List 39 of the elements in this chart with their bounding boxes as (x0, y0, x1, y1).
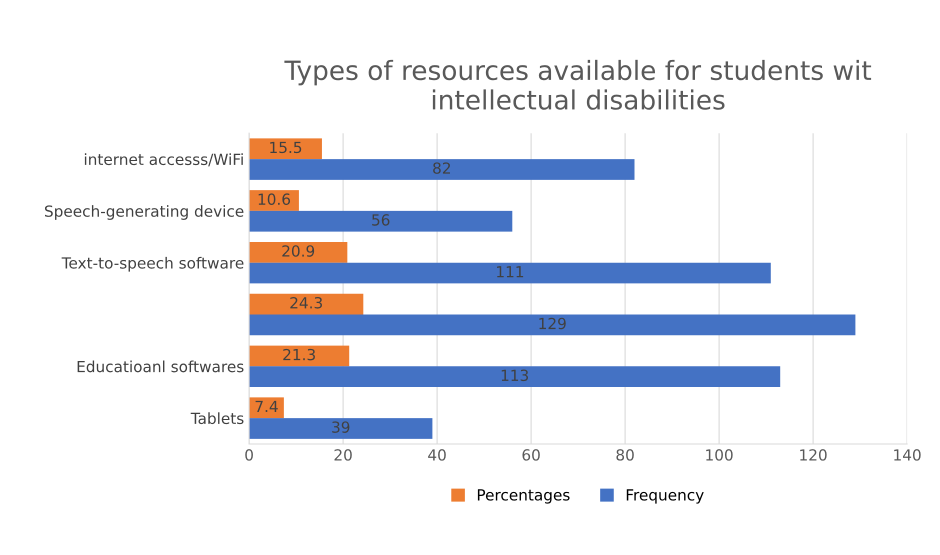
bar (249, 190, 299, 211)
x-tick-label: 60 (522, 449, 540, 461)
y-tick-label: internet accesss/WiFi (84, 153, 243, 166)
bar (249, 346, 350, 366)
data-label: 20.9 (282, 245, 314, 257)
data-label: 113 (502, 370, 528, 382)
data-label: 21.3 (283, 348, 315, 360)
data-label: 10.6 (258, 193, 290, 205)
bar (249, 294, 364, 314)
y-tick-label: Speech-generating device (44, 205, 244, 220)
bar (249, 314, 856, 336)
bar (249, 159, 634, 180)
bar (249, 418, 432, 439)
x-tick-label: 140 (894, 449, 921, 461)
x-tick-label: 20 (334, 449, 352, 461)
data-label: 7.4 (256, 400, 278, 412)
x-tick-label: 80 (616, 449, 634, 461)
y-tick-label: Tablets (190, 412, 244, 424)
legend-label: Frequency (626, 489, 704, 504)
x-tick-label: 120 (800, 449, 827, 461)
data-label: 82 (433, 162, 450, 174)
bar (249, 138, 322, 160)
bar (249, 262, 771, 284)
y-tick-label: Educatioanl softwares (78, 360, 244, 372)
data-label: 56 (372, 214, 390, 226)
chart-title: Types of resources available for students wit intellectual disabilities (284, 60, 872, 110)
data-label: 15.5 (270, 142, 302, 154)
bar (249, 366, 780, 388)
y-tick-label: Text-to-speech software (62, 256, 244, 272)
data-label: 24.3 (290, 297, 322, 309)
legend-label: Percentages (478, 489, 570, 504)
bar (249, 242, 348, 263)
bar (249, 210, 512, 232)
x-tick-label: 0 (245, 449, 253, 461)
data-label: 129 (539, 318, 566, 330)
x-tick-label: 40 (428, 449, 446, 461)
data-label: 39 (332, 421, 350, 433)
data-label: 111 (497, 266, 524, 278)
x-tick-label: 100 (706, 449, 733, 461)
